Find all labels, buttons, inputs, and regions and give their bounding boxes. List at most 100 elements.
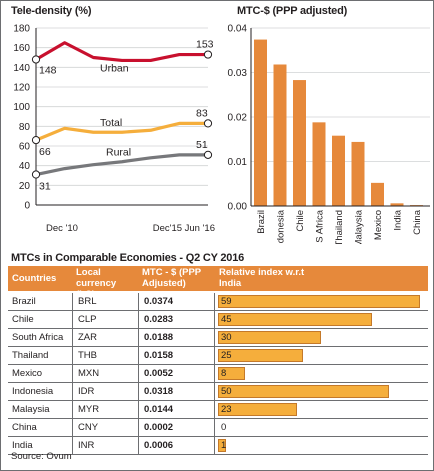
relative-index-bar [218,349,304,362]
currency-cell: MXN [78,368,100,379]
mtc-cell: 0.0374 [144,296,174,307]
bar-brazil [254,39,267,206]
bar-category-label: Chile [295,210,306,232]
relative-index-value: 25 [221,350,232,361]
bar-indonesia [273,64,287,206]
relative-index-bar [218,367,246,380]
column-divider [214,401,215,418]
bar-y-tick-label: 0.02 [228,113,248,124]
mtc-cell: 0.0283 [144,314,174,325]
tele-density-line-chart: 0 20 40 60 80 100 120 140 160 180 148 153 Urban 66 83… [13,24,215,235]
country-cell: South Africa [12,332,64,343]
series-line-total [35,121,208,142]
mtc-bar-chart: 0.00 0.01 0.02 0.03 0.04 Brazil Indonesia Chil… [228,24,430,244]
header-countries: Countries [12,273,57,284]
line-y-tick-label: 100 [13,102,30,113]
table-row: Malaysia MYR 0.0144 23 [8,401,428,419]
currency-cell: THB [78,350,97,361]
column-divider [138,419,139,436]
column-divider [72,437,73,454]
table-row: Mexico MXN 0.0052 8 [8,365,428,383]
currency-cell: INR [78,440,95,451]
column-divider [138,311,139,328]
mtc-cell: 0.0144 [144,404,174,415]
relative-index-bar [218,331,321,344]
bar-category-label: Thailand [334,210,345,244]
country-cell: Chile [12,314,34,325]
series-end-label: 83 [196,107,208,119]
column-divider [138,365,139,382]
bar-category-label: India [393,209,404,230]
country-cell: Malaysia [12,404,50,415]
currency-cell: BRL [78,296,97,307]
bar-category-label: China [412,209,423,235]
column-divider [138,347,139,364]
series-endpoint-marker [203,50,213,59]
bar-y-tick-label: 0.01 [228,157,248,168]
series-start-label: 148 [39,64,57,76]
country-cell: Mexico [12,368,43,379]
column-divider [138,293,139,310]
currency-cell: CNY [78,422,99,433]
column-divider [72,401,73,418]
header-mtc: MTC - $ (PPP Adjusted) [142,267,201,289]
country-cell: Thailand [12,350,49,361]
header-relative-index: Relative index w.r.t India [219,267,305,289]
line-y-tick-label: 20 [19,181,31,192]
column-divider [72,419,73,436]
mtc-cell: 0.0052 [144,368,174,379]
series-end-label: 153 [196,39,214,51]
bar-malaysia [351,141,365,206]
bar-india [390,203,404,206]
currency-cell: CLP [78,314,97,325]
bar-mexico [371,182,384,206]
table-header: Countries Local currency (LC) MTC - $ (P… [8,266,428,300]
relative-index-value: 30 [221,332,232,343]
series-name-label: Rural [106,147,131,159]
bar-chart-title: MTC-$ (PPP adjusted) [237,5,348,17]
line-x-tick-label: Dec'15 Jun '16 [153,223,215,234]
bar-category-label: Mexico [373,210,384,240]
country-cell: China [12,422,37,433]
mtc-cell: 0.0188 [144,332,174,343]
bar-chile [293,80,306,206]
column-divider [214,419,215,436]
line-chart-title: Tele-density (%) [11,5,92,17]
line-y-tick-label: 80 [19,122,31,133]
relative-index-bar [218,439,226,452]
column-divider [138,383,139,400]
table-row: China CNY 0.0002 0 [8,419,428,437]
mtc-cell: 0.0006 [144,440,174,451]
line-y-tick-label: 180 [13,24,30,35]
table-row: South Africa ZAR 0.0188 30 [8,329,428,347]
column-divider [214,383,215,400]
bar-s-africa [312,122,326,206]
bar-category-label: S Africa [315,209,326,242]
country-cell: Indonesia [12,386,54,397]
column-divider [72,383,73,400]
column-divider [72,347,73,364]
bar-category-label: Indonesia [276,209,287,244]
relative-index-bar [218,385,389,398]
series-line-rural [35,153,208,177]
relative-index-bar [218,313,372,326]
table-row: Indonesia IDR 0.0318 50 [8,383,428,401]
mtc-cell: 0.0318 [144,386,174,397]
currency-cell: MYR [78,404,100,415]
column-divider [214,293,215,310]
column-divider [72,365,73,382]
column-divider [214,311,215,328]
column-divider [214,365,215,382]
bar-category-label: Malaysia [354,209,365,244]
relative-index-value: 50 [221,386,232,397]
series-endpoint-marker [203,119,213,128]
column-divider [214,347,215,364]
column-divider [138,437,139,454]
series-endpoint-marker [31,170,41,179]
line-y-tick-label: 0 [24,201,30,212]
series-endpoint-marker [203,150,213,159]
series-name-label: Total [100,117,122,129]
bar-category-label: Brazil [256,210,267,234]
line-y-tick-label: 160 [13,43,30,54]
relative-index-value: 23 [221,404,232,415]
